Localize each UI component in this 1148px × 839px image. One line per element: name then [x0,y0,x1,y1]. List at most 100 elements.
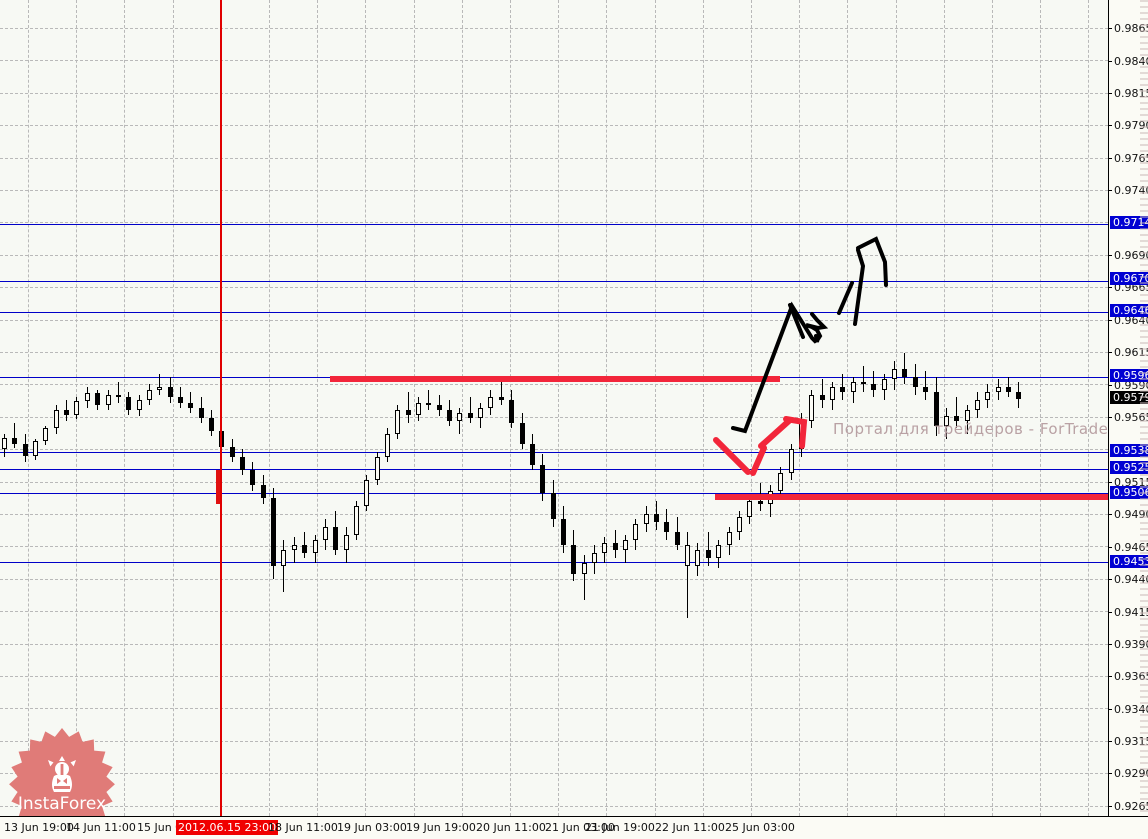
instaforex-logo: InstaForex [8,728,116,816]
gridline-horizontal [0,578,1108,580]
gridline-vertical [124,0,126,816]
candle-body [736,516,742,533]
gridline-vertical [1088,0,1090,816]
gridline-vertical [606,0,608,816]
candle-body [136,399,142,411]
candle-wick [428,389,430,411]
candle-body [612,542,618,551]
price-level-line [0,280,1108,282]
time-axis[interactable]: 13 Jun 19:00 14 Jun 11:00 15 Jun 03 2012.06… [0,816,1148,839]
price-tick: 0.9665 [1108,282,1148,293]
gridline-vertical [943,0,945,816]
candle-body [2,437,7,450]
price-tick-label: 0.9390 [1114,638,1148,651]
support-zone-line [715,494,1108,500]
gridline-horizontal [0,254,1108,256]
candle-body [43,428,49,442]
gridline-vertical [847,0,849,816]
candle-body [509,399,515,424]
candle-body [53,410,59,429]
candle-body [716,545,722,559]
price-tick-label: 0.9840 [1114,55,1148,68]
candle-body [353,506,359,535]
candle-body [819,394,825,400]
candle-body [322,526,328,540]
gridline-horizontal [0,416,1108,418]
level-price-tag[interactable]: 0.9538 [1110,444,1148,457]
gridline-horizontal [0,190,1108,191]
gridline-horizontal [0,611,1108,613]
chart-plot-area[interactable]: Портал для трейдеров - ForTrader.ru [0,0,1108,816]
gridline-horizontal [0,60,1108,62]
candle-body [571,545,577,574]
candle-body [1016,392,1022,399]
gridline-vertical [654,0,656,816]
price-tick-label: 0.9665 [1114,281,1148,294]
logo-brand-text: InstaForex [17,794,107,814]
candle-body [384,433,390,457]
gridline-vertical [317,0,319,816]
candle-body [177,397,183,403]
level-price-tag[interactable]: 0.9670 [1110,272,1148,285]
candle-body [312,539,318,553]
candle-body [209,418,214,432]
price-tick-label: 0.9740 [1114,184,1148,197]
candle-wick [469,397,471,424]
level-price-tag[interactable]: 0.9596 [1110,369,1148,382]
candle-body [788,449,794,473]
candle-wick [707,532,709,566]
price-tick-label: 0.9815 [1114,87,1148,100]
level-price-tag[interactable]: 0.9525 [1110,461,1148,474]
price-tick-label: 0.9440 [1114,573,1148,586]
gridline-horizontal [0,287,1108,289]
candle-body [757,501,763,504]
gridline-horizontal [0,805,1108,807]
candle-body [560,519,566,546]
candle-body [498,397,504,400]
price-tick: 0.9365 [1108,671,1148,682]
candle-body [250,469,256,486]
site-watermark: Портал для трейдеров - ForTrader.ru [833,420,1108,438]
gridline-vertical [269,0,270,816]
time-label: 20 Jun 11:00 [476,821,546,834]
level-price-tag[interactable]: 0.9453 [1110,555,1148,568]
candle-body [943,415,949,426]
gridline-vertical [1040,0,1042,816]
level-price-tag[interactable]: 0.9506 [1110,486,1148,499]
candle-wick [821,379,823,408]
candle-body [954,415,960,421]
candle-body [22,444,28,456]
time-label: 18 Jun 11:00 [268,821,338,834]
level-price-tag[interactable]: 0.9714 [1110,216,1148,229]
candle-body [747,501,753,517]
price-tick-label: 0.9465 [1114,541,1148,554]
candle-body [488,397,494,408]
gridline-horizontal [0,449,1108,451]
gridline-horizontal [0,125,1108,127]
price-tick-label: 0.9640 [1114,314,1148,327]
candle-body [271,498,277,566]
candle-body [105,394,111,406]
gridline-vertical [992,0,993,816]
candle-body [850,381,856,393]
time-label: 25 Jun 03:00 [725,821,795,834]
gridline-horizontal [0,384,1108,386]
current-price-tag[interactable]: 0.9579 [1110,391,1148,404]
price-level-line [0,223,1108,225]
candle-body [436,405,442,411]
gridline-horizontal [0,28,1108,29]
price-tick: 0.9390 [1108,639,1148,650]
candle-body [115,394,121,398]
price-tick-label: 0.9515 [1114,476,1148,489]
candle-body [674,532,680,546]
candle-body [457,412,463,421]
gridline-vertical [558,0,560,816]
gridline-horizontal [0,708,1108,710]
candle-body [188,402,194,408]
level-price-tag[interactable]: 0.9646 [1110,304,1148,317]
candle-body [664,521,670,533]
candle-wick [956,397,958,429]
time-label: 13 Jun 19:00 [4,821,74,834]
candle-body [33,441,39,456]
